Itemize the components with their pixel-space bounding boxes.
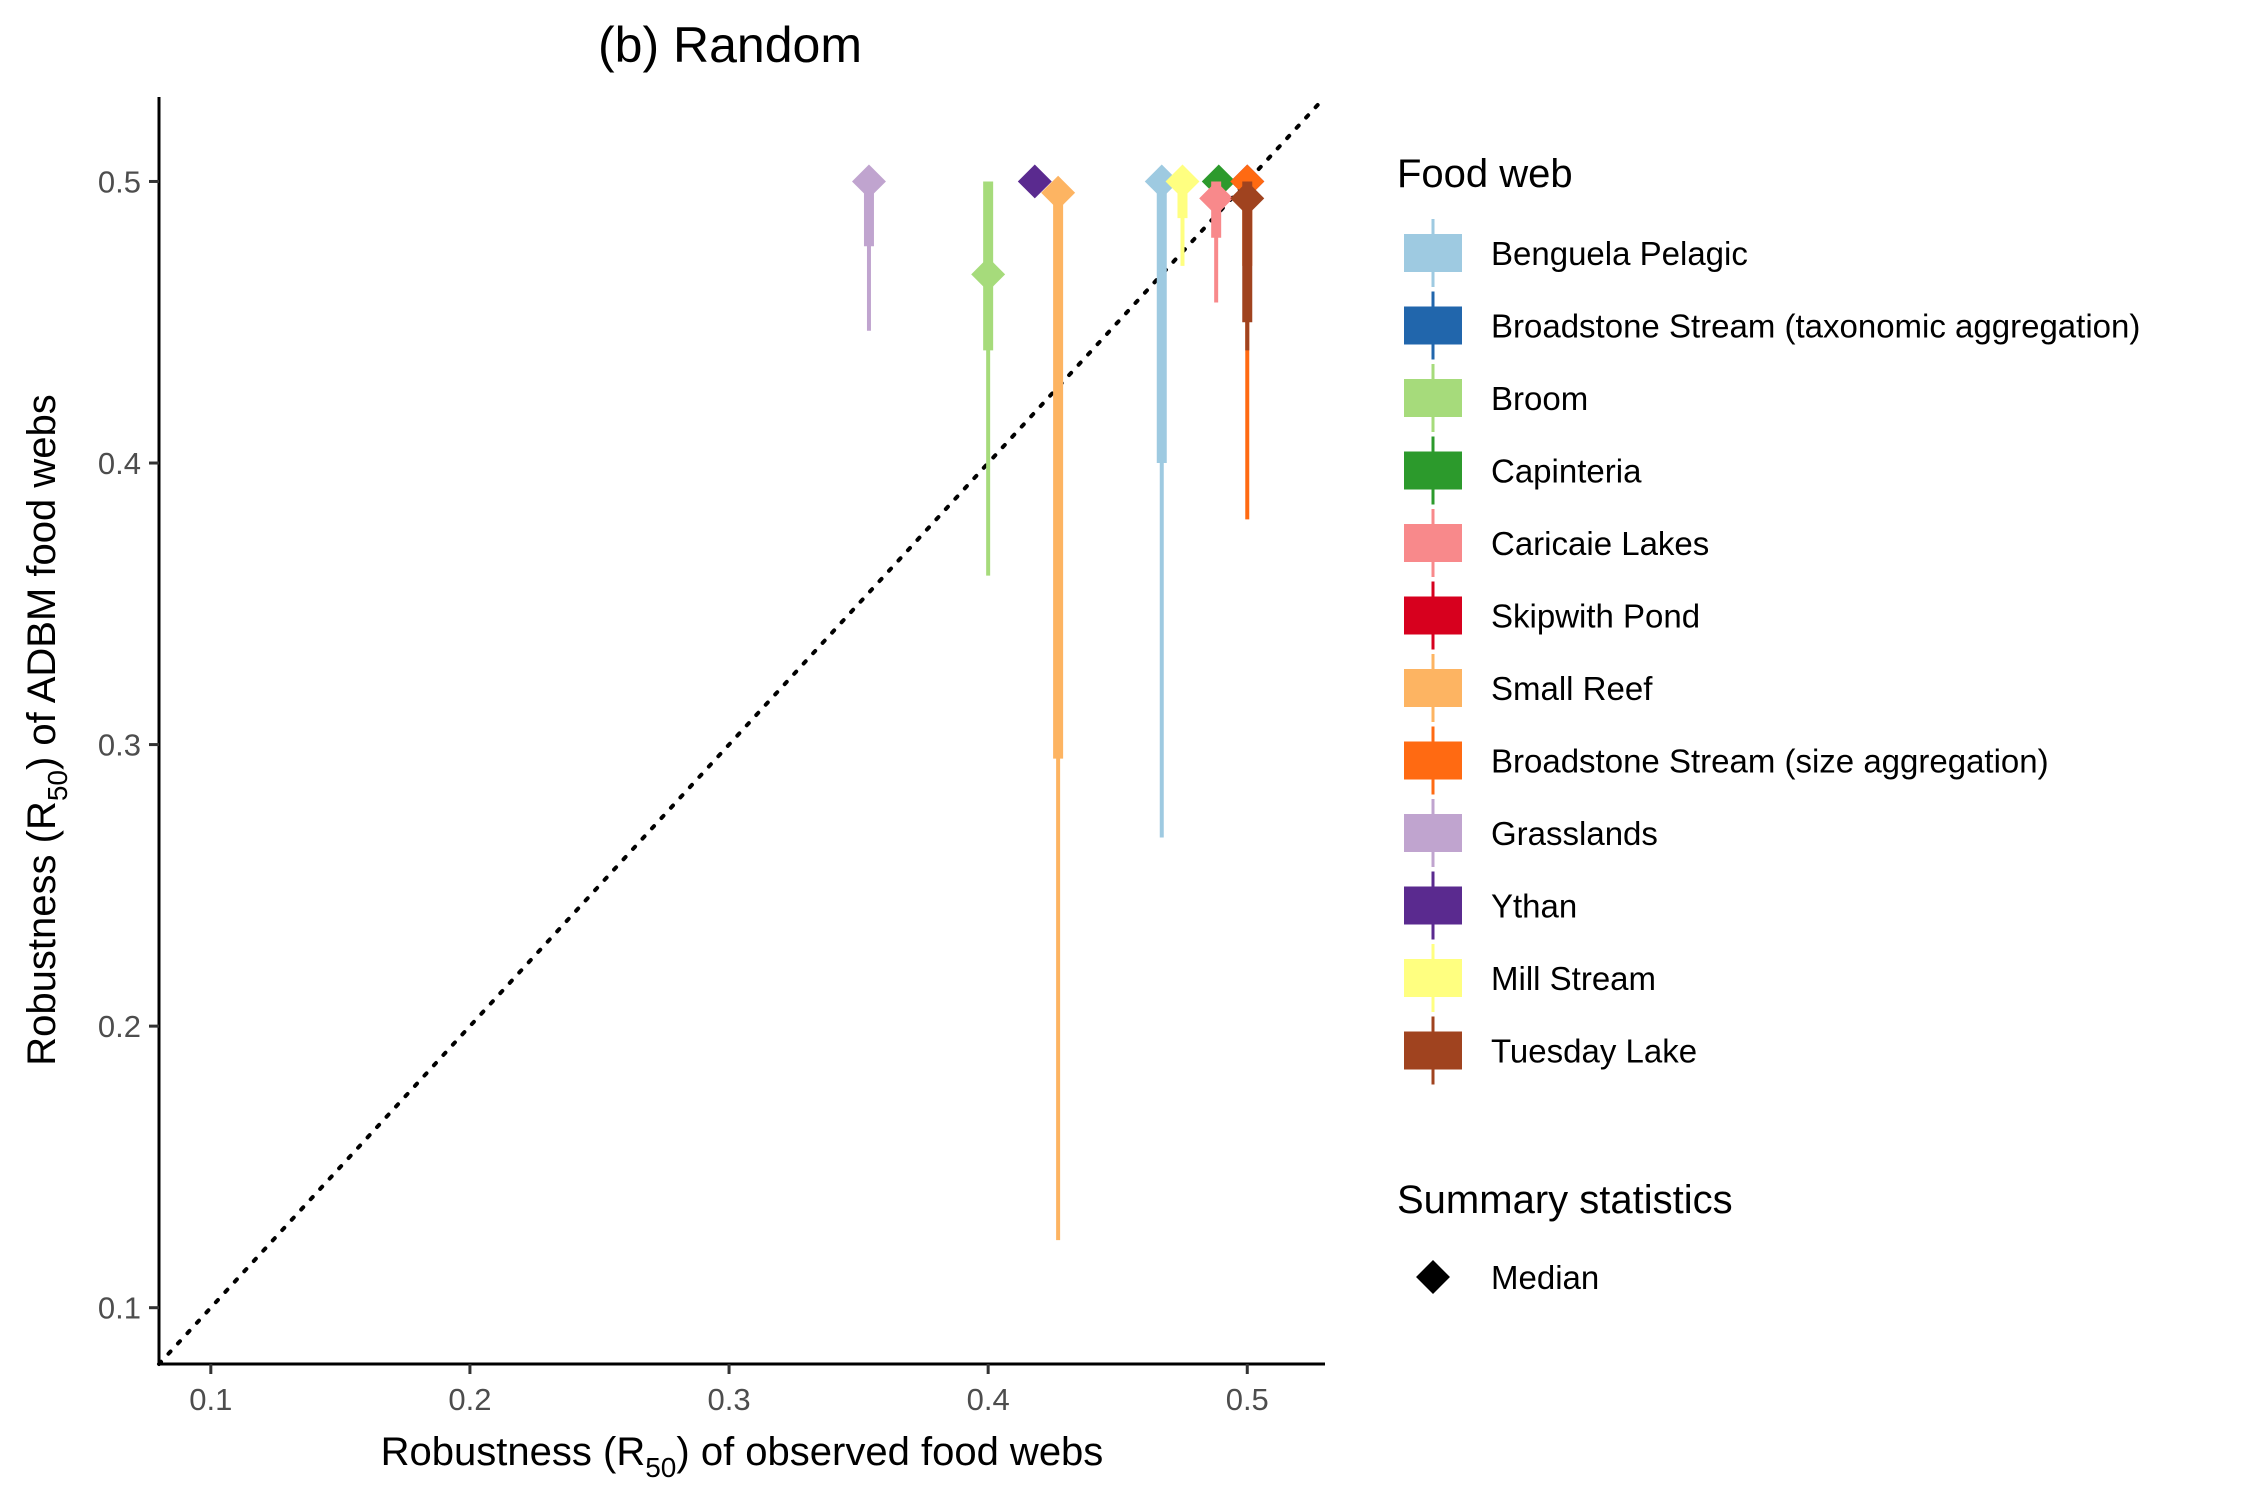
y-axis-title-prefix: Robustness (R xyxy=(20,801,64,1066)
legend-label: Broom xyxy=(1491,380,1588,417)
legend-label: Benguela Pelagic xyxy=(1491,235,1748,272)
median-point xyxy=(1017,164,1052,199)
legend-item-grasslands: Grasslands xyxy=(1404,799,1658,867)
x-tick-label: 0.2 xyxy=(448,1382,491,1417)
legend-label: Caricaie Lakes xyxy=(1491,525,1709,562)
x-axis-title: Robustness (R50) of observed food webs xyxy=(381,1430,1104,1483)
legend-key-swatch xyxy=(1404,524,1462,562)
y-tick-label: 0.5 xyxy=(98,164,141,199)
legend-key-swatch xyxy=(1404,234,1462,272)
legend-item-capinteria: Capinteria xyxy=(1404,436,1642,505)
series-benguela-pelagic xyxy=(1144,164,1179,838)
legend-key-swatch xyxy=(1404,379,1462,417)
summary-legend-title: Summary statistics xyxy=(1397,1178,1733,1222)
series-mill-stream xyxy=(1165,164,1200,266)
legend: Food web Benguela Pelagic Broadstone Stre… xyxy=(1397,152,2140,1296)
legend-label: Broadstone Stream (size aggregation) xyxy=(1491,743,2049,780)
x-axis-title-subscript: 50 xyxy=(645,1452,676,1483)
series-grasslands xyxy=(851,164,886,331)
legend-key-swatch xyxy=(1404,669,1462,707)
legend-items: Benguela Pelagic Broadstone Stream (taxon… xyxy=(1404,219,2140,1085)
x-axis-title-suffix: ) of observed food webs xyxy=(676,1430,1103,1474)
legend-key-swatch xyxy=(1404,1031,1462,1070)
legend-item-tuesday-lake: Tuesday Lake xyxy=(1404,1016,1697,1085)
legend-label: Grasslands xyxy=(1491,815,1658,852)
plot-area: 0.1 0.2 0.3 0.4 0.5 0.1 0.2 0.3 0.4 0.5 xyxy=(98,95,1327,1417)
legend-label: Small Reef xyxy=(1491,670,1653,707)
y-axis-title: Robustness (R50) of ADBM food webs xyxy=(20,394,73,1065)
y-tick-label: 0.3 xyxy=(98,728,141,763)
median-point xyxy=(1230,181,1265,216)
x-ticks: 0.1 0.2 0.3 0.4 0.5 xyxy=(189,1364,1269,1417)
y-tick-label: 0.4 xyxy=(98,446,141,481)
y-tick-label: 0.1 xyxy=(98,1291,141,1326)
legend-label: Broadstone Stream (taxonomic aggregation… xyxy=(1491,308,2140,345)
legend-item-broadstone-stream-taxonomic-aggregation: Broadstone Stream (taxonomic aggregation… xyxy=(1404,291,2140,360)
y-axis-title-subscript: 50 xyxy=(42,770,73,801)
legend-item-benguela-pelagic: Benguela Pelagic xyxy=(1404,219,1748,287)
x-axis-title-prefix: Robustness (R xyxy=(381,1430,646,1474)
series-ythan xyxy=(1017,164,1052,199)
y-tick-label: 0.2 xyxy=(98,1009,141,1044)
median-point xyxy=(971,257,1006,292)
legend-label: Capinteria xyxy=(1491,453,1642,490)
chart-title: (b) Random xyxy=(598,17,862,73)
median-point xyxy=(1199,181,1234,216)
median-point xyxy=(851,164,886,199)
legend-label: Mill Stream xyxy=(1491,960,1656,997)
median-legend-key xyxy=(1416,1260,1450,1294)
legend-item-mill-stream: Mill Stream xyxy=(1404,944,1656,1012)
median-legend-label: Median xyxy=(1491,1259,1599,1296)
y-axis-title-suffix: ) of ADBM food webs xyxy=(20,394,64,770)
legend-item-broadstone-stream-size-aggregation: Broadstone Stream (size aggregation) xyxy=(1404,726,2049,795)
x-tick-label: 0.4 xyxy=(967,1382,1010,1417)
series-broom xyxy=(971,181,1006,576)
legend-label: Ythan xyxy=(1491,888,1577,925)
legend-item-small-reef: Small Reef xyxy=(1404,654,1653,722)
legend-item-caricaie-lakes: Caricaie Lakes xyxy=(1404,509,1709,577)
legend-key-swatch xyxy=(1404,959,1462,997)
series-caricaie-lakes xyxy=(1199,181,1234,303)
legend-title: Food web xyxy=(1397,152,1573,196)
series-small-reef xyxy=(1041,175,1076,1241)
legend-key-swatch xyxy=(1404,886,1462,925)
y-ticks: 0.1 0.2 0.3 0.4 0.5 xyxy=(98,164,159,1326)
legend-item-broom: Broom xyxy=(1404,364,1588,432)
median-point xyxy=(1165,164,1200,199)
legend-label: Tuesday Lake xyxy=(1491,1033,1697,1070)
legend-key-swatch xyxy=(1404,451,1462,490)
legend-item-skipwith-pond: Skipwith Pond xyxy=(1404,581,1700,650)
series-tuesday-lake xyxy=(1230,181,1265,351)
legend-key-swatch xyxy=(1404,596,1462,635)
x-tick-label: 0.5 xyxy=(1226,1382,1269,1417)
median-point xyxy=(1144,164,1179,199)
legend-key-swatch xyxy=(1404,306,1462,345)
legend-key-swatch xyxy=(1404,741,1462,780)
x-tick-label: 0.3 xyxy=(707,1382,750,1417)
legend-key-swatch xyxy=(1404,814,1462,852)
x-tick-label: 0.1 xyxy=(189,1382,232,1417)
data-marks xyxy=(851,164,1265,1241)
median-point xyxy=(1041,175,1076,210)
reference-line xyxy=(157,95,1327,1366)
legend-item-ythan: Ythan xyxy=(1404,871,1577,940)
legend-label: Skipwith Pond xyxy=(1491,598,1700,635)
